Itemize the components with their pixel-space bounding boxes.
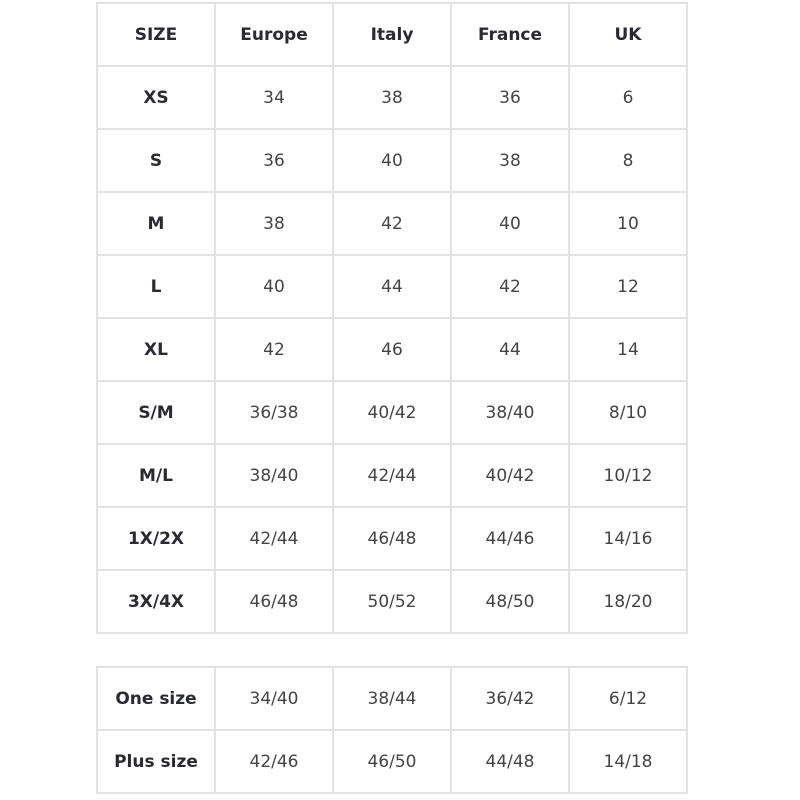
size-value-cell: 44/48 [450,729,570,794]
size-value-cell: 34 [214,65,334,130]
size-value-cell: 44 [332,254,452,319]
header-row: SIZE Europe Italy France UK [96,2,688,67]
size-value-cell: 38/44 [332,666,452,731]
size-value-cell: 46/48 [214,569,334,634]
size-value-cell: 18/20 [568,569,688,634]
size-value-cell: 38 [332,65,452,130]
size-value-cell: 14 [568,317,688,382]
special-size-table: One size 34/40 38/44 36/42 6/12 Plus size 42/4… [96,666,688,794]
size-value-cell: 14/16 [568,506,688,571]
size-value-cell: 40 [214,254,334,319]
table-row: Plus size 42/46 46/50 44/48 14/18 [96,729,688,794]
size-label-cell: XL [96,317,216,382]
size-value-cell: 40 [450,191,570,256]
size-label-cell: S/M [96,380,216,445]
table-row: S 36 40 38 8 [96,128,688,193]
size-value-cell: 44 [450,317,570,382]
table-row: One size 34/40 38/44 36/42 6/12 [96,666,688,731]
size-label-cell: XS [96,65,216,130]
size-value-cell: 46 [332,317,452,382]
table-row: M 38 42 40 10 [96,191,688,256]
size-value-cell: 38 [450,128,570,193]
size-value-cell: 38/40 [214,443,334,508]
size-value-cell: 44/46 [450,506,570,571]
size-value-cell: 12 [568,254,688,319]
size-value-cell: 42 [450,254,570,319]
size-value-cell: 46/50 [332,729,452,794]
size-value-cell: 40/42 [332,380,452,445]
size-value-cell: 48/50 [450,569,570,634]
column-header: France [450,2,570,67]
size-label-cell: M/L [96,443,216,508]
size-value-cell: 36 [450,65,570,130]
size-label-cell: Plus size [96,729,216,794]
table-row: XS 34 38 36 6 [96,65,688,130]
table-row: 3X/4X 46/48 50/52 48/50 18/20 [96,569,688,634]
column-header: Europe [214,2,334,67]
size-value-cell: 50/52 [332,569,452,634]
size-label-cell: S [96,128,216,193]
table-row: S/M 36/38 40/42 38/40 8/10 [96,380,688,445]
column-header: SIZE [96,2,216,67]
size-value-cell: 42/44 [332,443,452,508]
size-chart-table: SIZE Europe Italy France UK XS 34 38 36 6 S 36 40 38 8… [96,2,688,634]
size-label-cell: M [96,191,216,256]
column-header: UK [568,2,688,67]
size-value-cell: 8/10 [568,380,688,445]
size-label-cell: 3X/4X [96,569,216,634]
size-value-cell: 40 [332,128,452,193]
size-value-cell: 42 [332,191,452,256]
size-value-cell: 38/40 [450,380,570,445]
size-label-cell: One size [96,666,216,731]
size-value-cell: 36 [214,128,334,193]
table-row: L 40 44 42 12 [96,254,688,319]
size-label-cell: L [96,254,216,319]
size-value-cell: 38 [214,191,334,256]
size-value-cell: 42/46 [214,729,334,794]
column-header: Italy [332,2,452,67]
size-value-cell: 8 [568,128,688,193]
size-value-cell: 6/12 [568,666,688,731]
table-row: M/L 38/40 42/44 40/42 10/12 [96,443,688,508]
size-value-cell: 34/40 [214,666,334,731]
size-value-cell: 6 [568,65,688,130]
size-value-cell: 10 [568,191,688,256]
size-value-cell: 36/42 [450,666,570,731]
size-value-cell: 14/18 [568,729,688,794]
size-value-cell: 42 [214,317,334,382]
table-row: 1X/2X 42/44 46/48 44/46 14/16 [96,506,688,571]
size-value-cell: 42/44 [214,506,334,571]
size-value-cell: 40/42 [450,443,570,508]
size-value-cell: 46/48 [332,506,452,571]
table-row: XL 42 46 44 14 [96,317,688,382]
size-value-cell: 36/38 [214,380,334,445]
size-value-cell: 10/12 [568,443,688,508]
size-label-cell: 1X/2X [96,506,216,571]
